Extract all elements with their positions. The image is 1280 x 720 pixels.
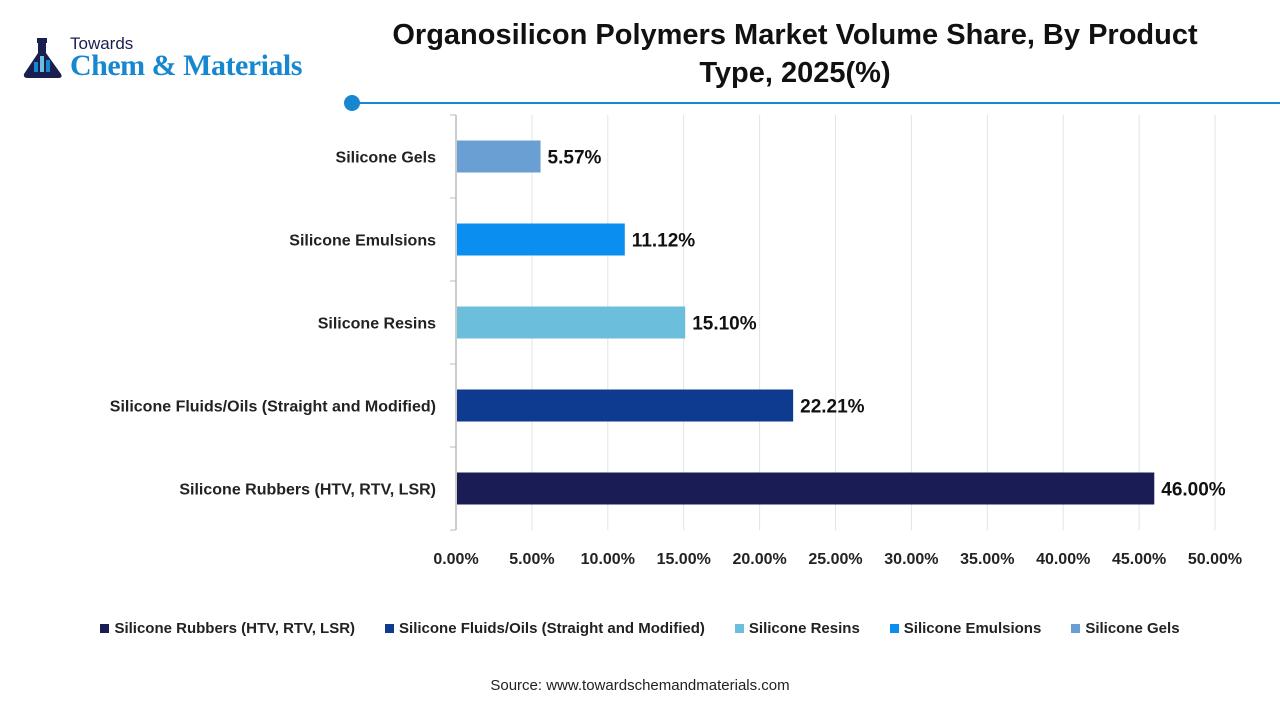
logo: Towards Chem & Materials xyxy=(22,34,342,84)
legend-item: Silicone Resins xyxy=(734,620,860,637)
legend-label: Silicone Resins xyxy=(748,620,860,637)
data-label: 11.12% xyxy=(632,231,695,252)
x-tick-label: 25.00% xyxy=(808,551,862,568)
legend-swatch xyxy=(1071,624,1081,633)
source-note: Source: www.towardschemandmaterials.com xyxy=(490,677,790,694)
bar xyxy=(457,223,625,256)
legend: Silicone Rubbers (HTV, RTV, LSR) Silicone… xyxy=(0,620,1280,637)
title-rule-dot xyxy=(344,95,360,111)
category-label: Silicone Gels xyxy=(336,150,437,167)
legend-item: Silicone Gels xyxy=(1071,620,1180,637)
legend-item: Silicone Emulsions xyxy=(889,620,1042,637)
chart-title: Organosilicon Polymers Market Volume Sha… xyxy=(392,19,1198,89)
category-label: Silicone Resins xyxy=(318,316,436,333)
logo-line1: Towards xyxy=(70,34,134,53)
legend-swatch xyxy=(889,624,899,633)
legend-label: Silicone Rubbers (HTV, RTV, LSR) xyxy=(114,620,356,637)
bar xyxy=(457,306,686,339)
data-label: 46.00% xyxy=(1161,480,1226,501)
flask-icon xyxy=(23,38,62,78)
bar xyxy=(457,472,1155,505)
legend-item: Silicone Fluids/Oils (Straight and Modif… xyxy=(385,620,705,637)
x-tick-label: 40.00% xyxy=(1036,551,1090,568)
legend-item: Silicone Rubbers (HTV, RTV, LSR) xyxy=(100,620,355,637)
category-label: Silicone Emulsions xyxy=(289,233,436,250)
x-tick-label: 30.00% xyxy=(884,551,938,568)
x-tick-label: 5.00% xyxy=(509,551,554,568)
legend-label: Silicone Emulsions xyxy=(903,620,1042,637)
category-label: Silicone Rubbers (HTV, RTV, LSR) xyxy=(179,482,436,499)
x-tick-label: 50.00% xyxy=(1188,551,1242,568)
bar xyxy=(457,389,794,422)
data-label: 15.10% xyxy=(692,314,757,335)
bar-chart: 0.00% 5.00% 10.00% 15.00% 20.00% 25.00% 30.00%… xyxy=(110,114,1242,568)
x-tick-label: 20.00% xyxy=(732,551,786,568)
legend-swatch xyxy=(385,624,395,633)
legend-swatch xyxy=(100,624,110,633)
data-label: 5.57% xyxy=(548,148,602,169)
category-label: Silicone Fluids/Oils (Straight and Modif… xyxy=(110,399,436,416)
x-tick-label: 15.00% xyxy=(657,551,711,568)
legend-label: Silicone Fluids/Oils (Straight and Modif… xyxy=(399,620,705,637)
x-tick-label: 35.00% xyxy=(960,551,1014,568)
legend-swatch xyxy=(734,624,744,633)
x-tick-label: 0.00% xyxy=(433,551,478,568)
data-label: 22.21% xyxy=(800,397,865,418)
x-tick-label: 45.00% xyxy=(1112,551,1166,568)
title-rule xyxy=(352,102,1280,104)
legend-label: Silicone Gels xyxy=(1085,620,1180,637)
x-tick-label: 10.00% xyxy=(581,551,635,568)
logo-line2: Chem & Materials xyxy=(70,49,302,82)
bar xyxy=(457,140,541,173)
